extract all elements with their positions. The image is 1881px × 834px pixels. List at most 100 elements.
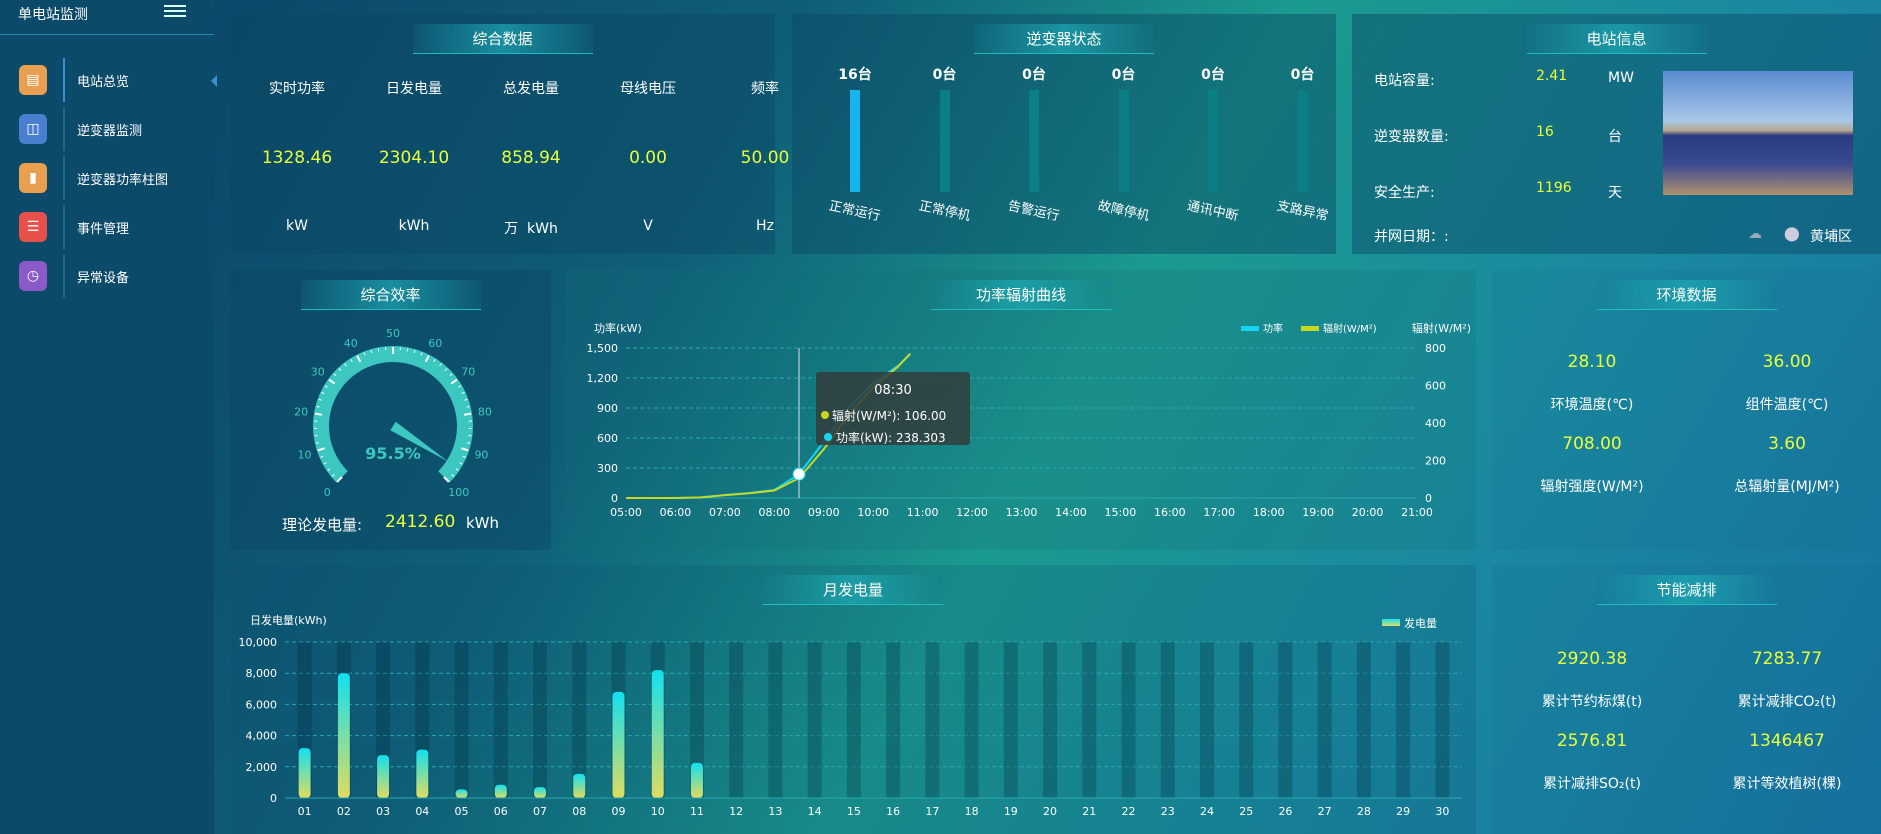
sidebar-item-label: 逆变器功率柱图 bbox=[77, 172, 169, 188]
y-tick-label: 8,000 bbox=[246, 667, 278, 680]
status-count: 0台 bbox=[1290, 67, 1315, 83]
gauge-tick-label: 50 bbox=[386, 327, 400, 340]
hover-point bbox=[792, 467, 806, 481]
gauge-tick bbox=[321, 391, 325, 395]
legend-swatch bbox=[1241, 326, 1259, 331]
inverter-status-item[interactable]: 0台 通讯中断 bbox=[1178, 64, 1248, 224]
y-tick-label: 10,000 bbox=[239, 636, 278, 649]
sidebar-item-0[interactable]: ▤ 电站总览 bbox=[0, 56, 214, 104]
x-tick-label: 21:00 bbox=[1401, 506, 1433, 519]
summary-unit: V bbox=[643, 218, 653, 234]
bar bbox=[416, 749, 429, 798]
station-label: 电站容量: bbox=[1374, 73, 1435, 89]
divider bbox=[0, 34, 214, 35]
inverter-status-item[interactable]: 0台 告警运行 bbox=[999, 64, 1069, 224]
inverter-status-item[interactable]: 0台 支路异常 bbox=[1268, 64, 1338, 224]
divider bbox=[63, 58, 65, 102]
gauge-tick bbox=[463, 412, 472, 416]
power-chart-panel: 功率辐射曲线 功率(kW) 辐射(W/M²) 0 300 600 900 1,200 1,50… bbox=[566, 270, 1476, 550]
status-count: 0台 bbox=[1201, 67, 1225, 83]
menu-toggle-icon[interactable] bbox=[164, 2, 186, 20]
grid-date-label: 并网日期：: bbox=[1374, 229, 1449, 245]
bar bbox=[612, 691, 625, 798]
bar-background bbox=[768, 642, 783, 798]
gauge-tick-label: 60 bbox=[428, 337, 442, 350]
x-tick-label: 19:00 bbox=[1302, 506, 1334, 519]
status-label: 正常运行 bbox=[827, 198, 882, 225]
y-tick-label: 2,000 bbox=[246, 761, 278, 774]
bar-background bbox=[1356, 642, 1371, 798]
summary-label: 实时功率 bbox=[269, 81, 325, 97]
gauge-tick-label: 70 bbox=[461, 365, 475, 378]
gauge-tick bbox=[406, 348, 409, 352]
status-bar bbox=[850, 90, 860, 192]
sidebar-item-3[interactable]: ☰ 事件管理 bbox=[0, 203, 214, 251]
panel-title: 节能减排 bbox=[1596, 575, 1777, 605]
y-tick-label: 0 bbox=[270, 792, 277, 805]
summary-value: 1328.46 bbox=[261, 148, 333, 168]
gauge-tick bbox=[377, 348, 380, 352]
inverter-status-item[interactable]: 0台 正常停机 bbox=[910, 64, 980, 224]
y-tick-label: 600 bbox=[597, 432, 618, 445]
inverter-status-item[interactable]: 16台 正常运行 bbox=[820, 64, 890, 224]
gauge-tick bbox=[444, 368, 448, 371]
bar-background bbox=[729, 642, 744, 798]
event-list-icon: ☰ bbox=[19, 212, 47, 242]
summary-value: 858.94 bbox=[501, 148, 561, 168]
gauge-tick bbox=[327, 468, 331, 471]
x-tick-label: 07 bbox=[533, 805, 547, 818]
tooltip-radiation: 辐射(W/M²): 106.00 bbox=[832, 408, 946, 423]
x-tick-label: 04 bbox=[415, 805, 429, 818]
theory-value: 2412.60 bbox=[385, 512, 456, 532]
bar-background bbox=[1121, 642, 1136, 798]
gauge-tick-label: 100 bbox=[448, 486, 469, 499]
x-tick-label: 06 bbox=[494, 805, 508, 818]
status-label: 正常停机 bbox=[917, 198, 972, 225]
tooltip-box bbox=[816, 372, 970, 445]
x-tick-label: 16:00 bbox=[1154, 506, 1186, 519]
legend-swatch bbox=[1301, 326, 1319, 331]
bar-background bbox=[925, 642, 940, 798]
monthly-energy-chart[interactable]: 日发电量(kWh) 0 2,000 4,000 6,000 8,000 10,000 01 02… bbox=[230, 565, 1476, 834]
gauge-tick bbox=[328, 378, 336, 385]
metric-value: 2920.38 bbox=[1556, 649, 1628, 669]
gauge-tick bbox=[316, 405, 320, 408]
x-tick-label: 22 bbox=[1122, 805, 1136, 818]
metric-label: 累计减排CO₂(t) bbox=[1737, 694, 1837, 710]
status-label: 告警运行 bbox=[1006, 198, 1061, 225]
sidebar-item-1[interactable]: ◫ 逆变器监测 bbox=[0, 105, 214, 153]
gauge-tick bbox=[439, 363, 442, 367]
x-tick-label: 24 bbox=[1200, 805, 1214, 818]
x-tick-label: 11:00 bbox=[907, 506, 939, 519]
gauge-tick bbox=[350, 359, 353, 363]
summary-unit: Hz bbox=[756, 218, 774, 234]
gauge-needle bbox=[390, 421, 449, 462]
x-tick-label: 15:00 bbox=[1105, 506, 1137, 519]
power-radiation-chart[interactable]: 功率(kW) 辐射(W/M²) 0 300 600 900 1,200 1,500 0 200 40… bbox=[566, 270, 1476, 550]
inverter-status-item[interactable]: 0台 故障停机 bbox=[1089, 64, 1159, 224]
clock-list-icon: ◷ bbox=[19, 261, 47, 291]
x-tick-label: 29 bbox=[1396, 805, 1410, 818]
sidebar-item-4[interactable]: ◷ 异常设备 bbox=[0, 252, 214, 300]
bar-background bbox=[1317, 642, 1332, 798]
sidebar-item-2[interactable]: ▮ 逆变器功率柱图 bbox=[0, 154, 214, 202]
gauge-tick-label: 10 bbox=[298, 449, 312, 462]
gauge-arc bbox=[313, 346, 473, 483]
station-unit: 天 bbox=[1608, 185, 1622, 201]
summary-panel: 综合数据 实时功率 1328.46 kW 日发电量 2304.10 kWh 总发电量 858.… bbox=[230, 14, 789, 254]
energy-saving-panel: 节能减排 2920.38 累计节约标煤(t) 7283.77 累计减排CO₂(t) 25… bbox=[1492, 565, 1881, 834]
gauge-tick bbox=[459, 462, 463, 465]
tooltip-power: 功率(kW): 238.303 bbox=[836, 430, 946, 445]
location-pin-icon: ⬤ bbox=[1784, 226, 1800, 242]
x-tick-label: 08 bbox=[572, 805, 586, 818]
bar bbox=[651, 670, 664, 798]
metric-item: 1346467 累计等效植树(棵) bbox=[1717, 731, 1857, 793]
x-tick-label: 18:00 bbox=[1253, 506, 1285, 519]
status-bar bbox=[1029, 90, 1039, 192]
x-tick-label: 02 bbox=[337, 805, 351, 818]
summary-value: 0.00 bbox=[629, 148, 667, 168]
app-title: 单电站监测 bbox=[18, 7, 88, 23]
summary-item: 日发电量 2304.10 kWh bbox=[359, 78, 469, 234]
tooltip-marker bbox=[821, 411, 829, 419]
gauge-tick bbox=[464, 398, 468, 401]
